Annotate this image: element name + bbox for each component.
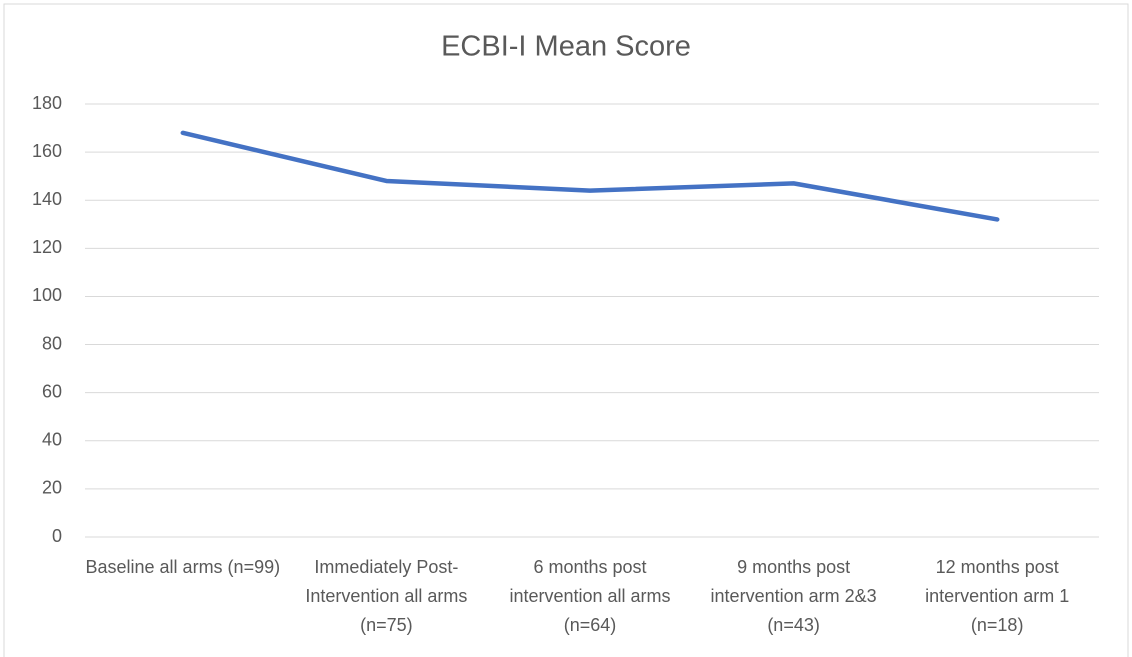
y-tick-label: 0 [52,526,62,546]
y-tick-label: 180 [32,93,62,113]
x-tick-label: 6 months post intervention all arms (n=6… [509,557,671,635]
y-tick-label: 20 [42,478,62,498]
x-tick-label: Baseline all arms (n=99) [85,557,281,577]
y-tick-label: 160 [32,141,62,161]
y-tick-label: 140 [32,189,62,209]
y-tick-label: 120 [32,237,62,257]
x-tick-label: 9 months post intervention arm 2&3 (n=43… [710,557,877,635]
y-tick-label: 100 [32,285,62,305]
y-tick-label: 80 [42,333,62,353]
y-tick-label: 60 [42,381,62,401]
chart-title: ECBI-I Mean Score [441,31,691,63]
x-tick-label: Immediately Post-Intervention all arms (… [305,557,468,635]
x-tick-label: 12 months post intervention arm 1 (n=18) [925,557,1070,635]
y-tick-label: 40 [42,430,62,450]
line [180,130,1000,222]
chart-frame [3,3,1129,657]
